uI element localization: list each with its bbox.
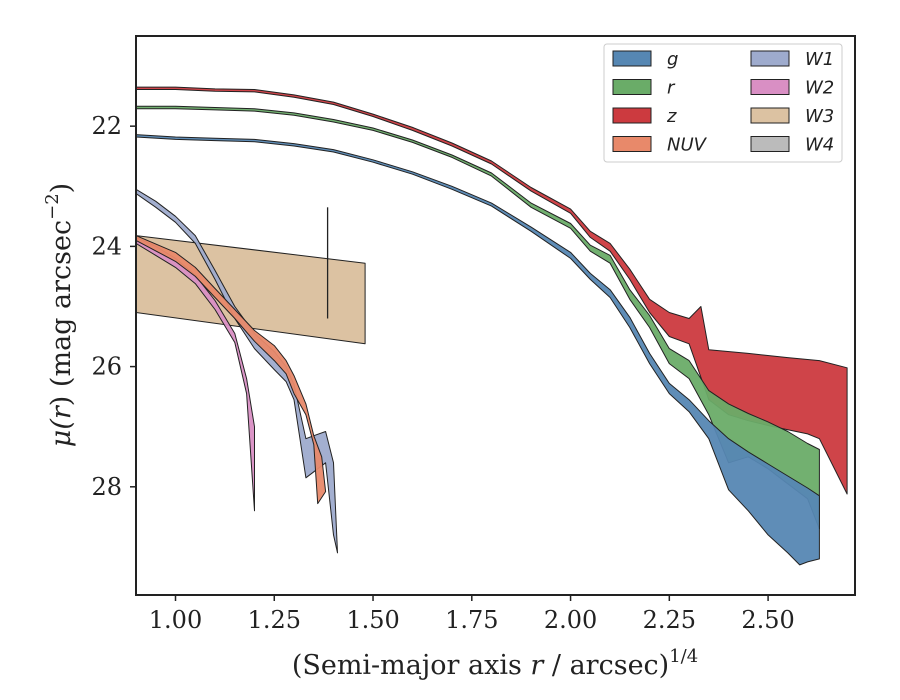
series-band-nuv xyxy=(136,235,327,505)
legend-swatch-z xyxy=(612,107,652,124)
x-tick-label: 2.00 xyxy=(544,606,597,634)
x-tick-label: 1.00 xyxy=(149,606,202,634)
y-axis-label-sup: −2 xyxy=(42,193,63,220)
legend-label-w3: W3 xyxy=(805,106,834,127)
legend-label-w4: W4 xyxy=(805,135,834,156)
x-tick-label: 1.25 xyxy=(248,606,301,634)
y-tick-label: 28 xyxy=(91,473,122,501)
series-band-z xyxy=(136,86,848,495)
legend-label-w1: W1 xyxy=(805,49,834,70)
legend-swatch-nuv xyxy=(612,136,652,152)
y-axis-label-mu: μ( xyxy=(46,418,77,448)
y-axis-label: μ(r) (mag arcsec−2) xyxy=(42,183,77,447)
legend-swatch-w4 xyxy=(750,136,790,152)
y-axis-label-rest: ) (mag arcsec xyxy=(46,220,77,406)
legend: grz NUV W1 W2 W3 W4 xyxy=(603,43,843,163)
x-axis-label-var: r xyxy=(530,650,545,681)
legend-frame xyxy=(603,43,843,163)
x-tick-label: 2.25 xyxy=(643,606,696,634)
series-band-w1 xyxy=(136,188,338,554)
x-axis-label-main: (Semi-major axis xyxy=(292,650,531,681)
x-axis-label-mid: / arcsec) xyxy=(543,650,669,681)
y-axis-ticks: 22 24 26 28 xyxy=(91,112,136,501)
y-tick-label: 26 xyxy=(91,353,122,381)
legend-label-r: r xyxy=(667,78,676,99)
legend-swatch-r xyxy=(612,79,652,95)
y-tick-label: 22 xyxy=(91,112,122,140)
legend-label-nuv: NUV xyxy=(667,135,708,156)
y-tick-label: 24 xyxy=(91,232,122,260)
x-tick-label: 2.50 xyxy=(741,606,794,634)
legend-swatch-w1 xyxy=(750,50,790,67)
series-band-g xyxy=(136,134,820,566)
series-layer xyxy=(136,86,848,566)
legend-swatch-w3 xyxy=(750,107,790,124)
x-axis-label-sup: 1/4 xyxy=(669,646,698,667)
x-axis-label: (Semi-major axis r / arcsec)1/4 xyxy=(292,646,698,681)
legend-swatch-w2 xyxy=(750,79,790,95)
legend-label-z: z xyxy=(666,106,677,127)
plot-frame xyxy=(135,35,856,596)
legend-label-g: g xyxy=(667,49,678,70)
series-band-w3 xyxy=(136,235,366,345)
x-tick-label: 1.50 xyxy=(346,606,399,634)
y-axis-label-end: ) xyxy=(46,183,77,194)
x-tick-label: 1.75 xyxy=(445,606,498,634)
legend-label-w2: W2 xyxy=(805,78,834,99)
y-axis-label-var: r xyxy=(46,404,77,419)
legend-swatch-g xyxy=(612,50,652,67)
x-axis-ticks: 1.00 1.25 1.50 1.75 2.00 2.25 2.50 xyxy=(149,595,795,634)
